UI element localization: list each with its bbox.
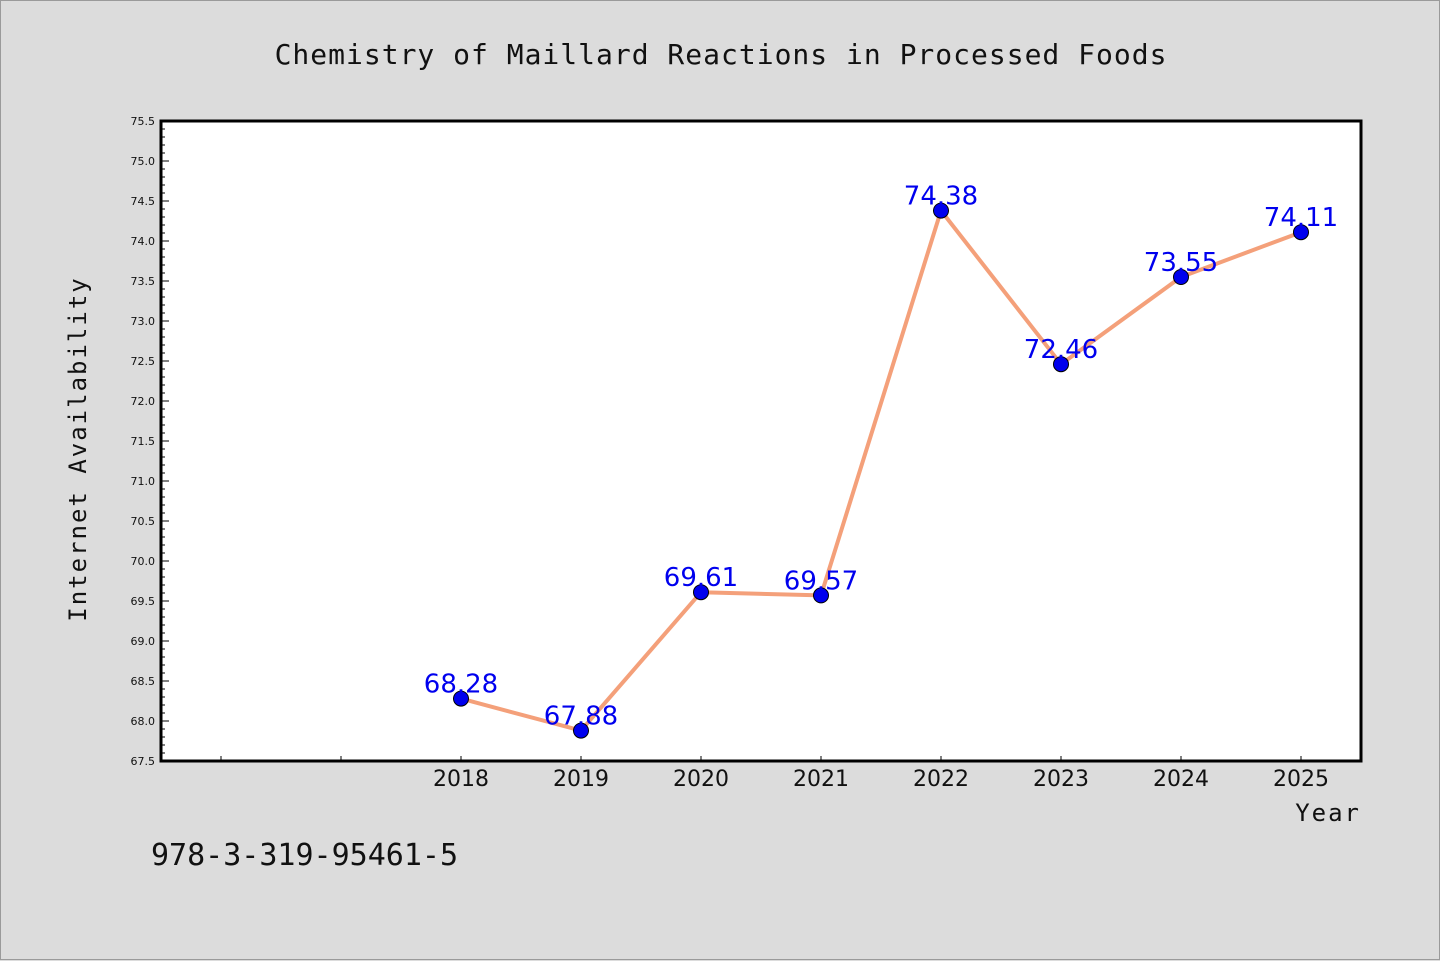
data-label-2019: 67.88 [544,702,618,732]
y-tick-label-68.5: 68.5 [131,675,156,688]
y-tick-label-74.5: 74.5 [131,195,156,208]
series-line-segment [1059,275,1183,367]
y-tick-label-73.0: 73.0 [131,315,156,328]
series-line-segment [579,590,703,733]
data-point-2018 [453,690,469,707]
data-point-2022 [933,202,949,219]
data-label-2021: 69.57 [784,566,858,596]
x-tick-label-2023: 2023 [1033,767,1089,792]
plot-area [161,121,1361,761]
series-markers [453,202,1309,739]
x-tick-label-2024: 2024 [1153,767,1209,792]
data-point-2025 [1293,224,1309,241]
data-point-2021 [813,587,829,604]
isbn-footnote: 978-3-319-95461-5 [151,838,458,873]
y-tick-label-69.0: 69.0 [131,635,156,648]
data-label-2023: 72.46 [1024,335,1098,365]
x-axis-label: Year [1295,799,1361,827]
x-tick-label-2022: 2022 [913,767,969,792]
y-tick-label-67.5: 67.5 [131,755,156,768]
y-tick-label-69.5: 69.5 [131,595,156,608]
y-tick-label-73.5: 73.5 [131,275,156,288]
y-tick-label-72.5: 72.5 [131,355,156,368]
series-line-segment [939,208,1063,367]
y-tick-label-72.0: 72.0 [131,395,156,408]
y-tick-label-75.5: 75.5 [131,115,156,128]
x-tick-label-2019: 2019 [553,767,609,792]
y-tick-label-71.5: 71.5 [131,435,156,448]
data-label-2022: 74.38 [904,182,978,212]
x-tick-label-2025: 2025 [1273,767,1329,792]
x-tick-label-2018: 2018 [433,767,489,792]
data-label-2024: 73.55 [1144,248,1218,278]
y-axis-tick-labels: 67.5 68.0 68.5 69.0 69.5 70.0 70.5 71.0 71.5 72.0… [131,115,156,768]
data-point-2023 [1053,356,1069,373]
data-label-2018: 68.28 [424,670,498,700]
series-data-labels: 68.28 67.88 69.61 69.57 74.38 72.46 73.55 74.11 [424,182,1338,732]
y-tick-label-70.0: 70.0 [131,555,156,568]
data-point-2024 [1173,269,1189,285]
x-tick-label-2021: 2021 [793,767,849,792]
y-tick-label-70.5: 70.5 [131,515,156,528]
data-label-2025: 74.11 [1264,203,1338,233]
series-line-segment [459,696,583,733]
y-tick-label-75.0: 75.0 [131,155,156,168]
series-line-segment [699,590,823,598]
y-tick-label-74.0: 74.0 [131,235,156,248]
x-axis-tick-labels: 2018 2019 2020 2021 2022 2023 2024 2025 [433,767,1329,792]
plot-frame [159,119,1363,763]
data-label-2020: 69.61 [664,563,738,593]
series-line-segment [1179,230,1303,279]
series-line-segment [819,208,943,598]
x-tick-label-2020: 2020 [673,767,729,792]
y-axis-label: Internet Availability [64,276,92,621]
y-tick-label-68.0: 68.0 [131,715,156,728]
series-lines [459,208,1303,733]
data-point-2019 [573,722,589,739]
data-point-2020 [693,584,709,601]
y-tick-label-71.0: 71.0 [131,475,156,488]
chart-title: Chemistry of Maillard Reactions in Proce… [275,38,1168,71]
